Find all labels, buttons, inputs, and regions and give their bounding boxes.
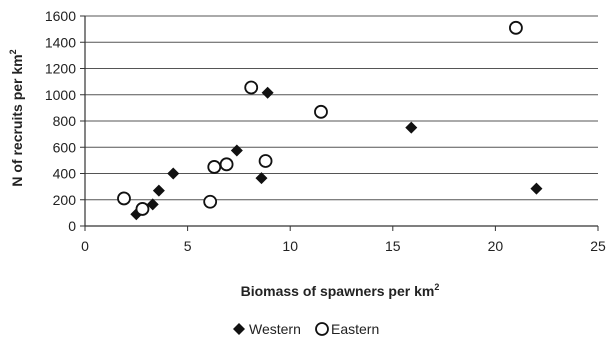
data-point-western-7: [405, 121, 418, 134]
y-tick-label-600: 600: [53, 139, 77, 155]
data-point-western-3: [167, 167, 180, 180]
data-point-eastern-7: [314, 104, 328, 119]
legend-label-western: Western: [249, 321, 301, 337]
data-point-eastern-8: [509, 20, 523, 35]
legend-item-western: Western: [233, 321, 301, 337]
legend-marker-western: [233, 323, 245, 335]
y-tick-labels: 0 200 400 600 800 1000 1200 1400 1600: [45, 8, 76, 234]
x-tick-label-25: 25: [590, 238, 606, 254]
y-tick-label-200: 200: [53, 192, 77, 208]
y-tick-label-1200: 1200: [45, 61, 76, 77]
axes: [80, 15, 599, 231]
series-western: [130, 86, 543, 221]
data-point-eastern-2: [203, 194, 218, 209]
grid-lines: [85, 15, 598, 201]
data-point-eastern-6: [258, 154, 273, 168]
data-point-western-6: [261, 86, 274, 99]
x-tick-label-15: 15: [385, 238, 401, 254]
data-point-western-8: [530, 182, 543, 195]
data-point-eastern-4: [219, 157, 234, 172]
data-point-eastern-1: [135, 202, 150, 216]
data-point-eastern-3: [207, 160, 222, 174]
y-tick-label-800: 800: [53, 113, 77, 129]
legend-label-eastern: Eastern: [331, 321, 379, 337]
x-tick-labels: 0 5 10 15 20 25: [81, 238, 606, 254]
y-tick-label-400: 400: [53, 166, 77, 182]
x-tick-label-5: 5: [184, 238, 192, 254]
data-point-western-5: [255, 172, 268, 185]
data-point-western-4: [230, 144, 243, 157]
x-axis-title: Biomass of spawners per km2: [241, 282, 440, 299]
legend-item-eastern: Eastern: [315, 321, 379, 337]
y-tick-label-1400: 1400: [45, 34, 76, 50]
legend: Western Eastern: [233, 321, 379, 337]
x-tick-label-10: 10: [282, 238, 298, 254]
x-tick-label-0: 0: [81, 238, 89, 254]
data-point-eastern-0: [117, 191, 131, 206]
y-tick-label-1000: 1000: [45, 87, 76, 103]
data-point-eastern-5: [244, 80, 259, 95]
series-eastern: [117, 20, 523, 216]
x-tick-label-20: 20: [488, 238, 504, 254]
y-tick-label-0: 0: [68, 218, 76, 234]
data-point-western-1: [146, 198, 159, 211]
legend-marker-eastern: [315, 322, 329, 336]
data-points: [117, 20, 543, 221]
y-axis-title: N of recruits per km2: [8, 49, 25, 186]
data-point-western-2: [152, 184, 165, 197]
y-tick-label-1600: 1600: [45, 8, 76, 24]
